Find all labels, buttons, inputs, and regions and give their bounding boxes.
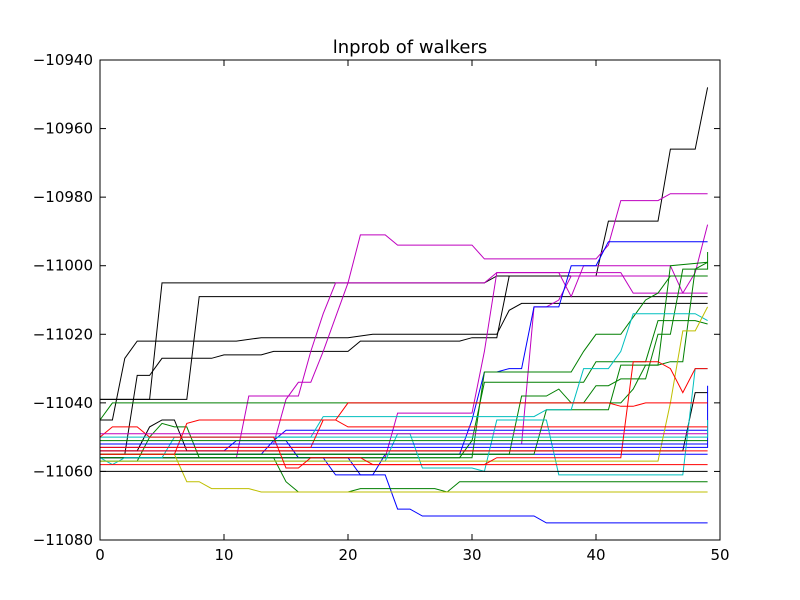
- series-line-4: [100, 392, 708, 452]
- series-line-5: [100, 193, 708, 459]
- series-line-20: [99, 313, 708, 466]
- y-tick-label: −11060: [33, 462, 93, 480]
- series-line-7: [100, 265, 708, 459]
- series-line-6: [100, 224, 709, 445]
- series-line-18: [100, 252, 709, 455]
- x-tick-label: 0: [95, 546, 105, 564]
- series-layer: [99, 87, 709, 524]
- x-tick-label: 40: [586, 546, 605, 564]
- series-line-0: [100, 302, 708, 421]
- y-tick-label: −11000: [33, 257, 93, 275]
- series-line-23: [100, 453, 708, 493]
- y-tick-label: −11040: [33, 394, 93, 412]
- series-line-28: [100, 419, 708, 448]
- x-tick-label: 20: [338, 546, 357, 564]
- series-line-2: [100, 296, 708, 400]
- series-line-22: [100, 420, 709, 438]
- chart-title: lnprob of walkers: [333, 37, 487, 58]
- series-line-14: [99, 261, 708, 421]
- y-tick-label: −10980: [33, 188, 93, 206]
- x-tick-label: 30: [462, 546, 481, 564]
- series-line-17: [100, 320, 708, 462]
- series-line-3: [100, 87, 709, 455]
- series-line-26: [100, 402, 708, 455]
- series-line-9: [100, 457, 708, 524]
- series-line-10: [100, 241, 708, 455]
- y-tick-label: −11080: [33, 531, 93, 549]
- y-tick-label: −10940: [33, 51, 93, 69]
- y-tick-label: −11020: [33, 325, 93, 343]
- y-tick-label: −10960: [33, 120, 93, 138]
- x-tick-label: 50: [710, 546, 729, 564]
- x-tick-label: 10: [214, 546, 233, 564]
- plot-frame: [99, 59, 721, 541]
- axis-ticks: 0 10 20 30 40 50 −11080 −11060 −11040 −11020 −1100…: [33, 51, 730, 564]
- series-line-24: [100, 306, 709, 462]
